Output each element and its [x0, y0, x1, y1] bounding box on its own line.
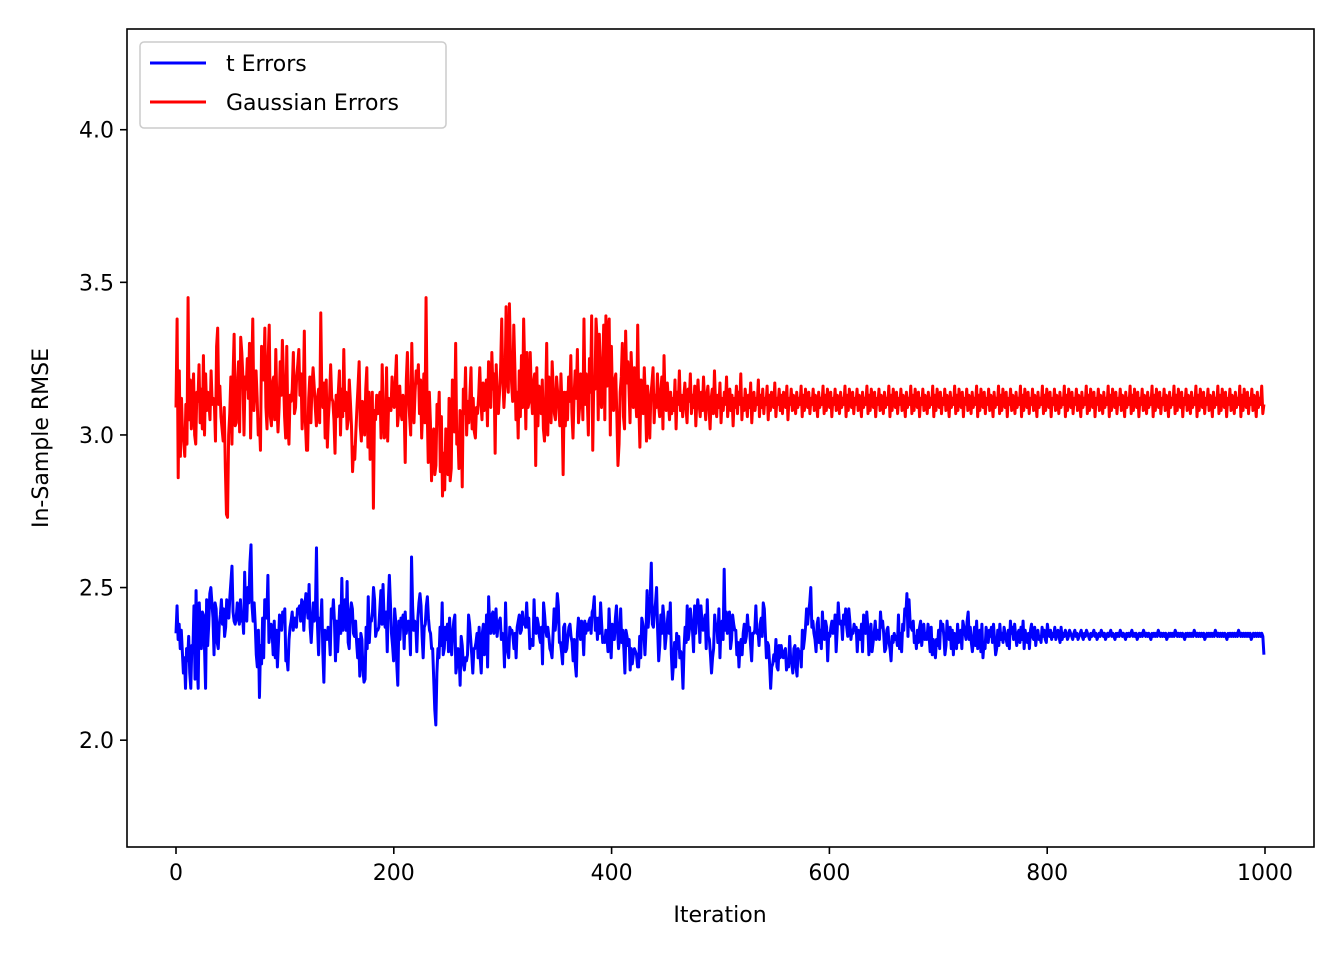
y-axis-label: In-Sample RMSE	[29, 348, 54, 528]
x-tick-label: 0	[169, 861, 183, 886]
legend: t Errors Gaussian Errors	[139, 41, 447, 129]
x-axis-label: Iteration	[673, 903, 766, 928]
x-tick-label: 200	[373, 861, 415, 886]
y-tick-label: 3.0	[79, 424, 114, 449]
series-layer	[174, 296, 1266, 727]
x-axis-ticks: 0 200 400 600 800 1000	[169, 847, 1293, 886]
series-line-gaussian-errors	[174, 296, 1266, 519]
legend-label-t-errors: t Errors	[226, 52, 307, 77]
x-tick-label: 800	[1026, 861, 1068, 886]
y-tick-label: 3.5	[79, 271, 114, 296]
y-tick-label: 2.5	[79, 577, 114, 602]
y-tick-label: 4.0	[79, 119, 114, 144]
y-tick-label: 2.0	[79, 729, 114, 754]
plot-frame	[126, 28, 1315, 848]
series-line-t-errors	[174, 543, 1266, 727]
y-axis-ticks: 2.0 2.5 3.0 3.5 4.0	[79, 119, 127, 754]
x-tick-label: 1000	[1237, 861, 1293, 886]
x-tick-label: 400	[591, 861, 633, 886]
legend-label-gaussian-errors: Gaussian Errors	[226, 91, 399, 116]
x-tick-label: 600	[808, 861, 850, 886]
legend-box	[139, 41, 447, 129]
